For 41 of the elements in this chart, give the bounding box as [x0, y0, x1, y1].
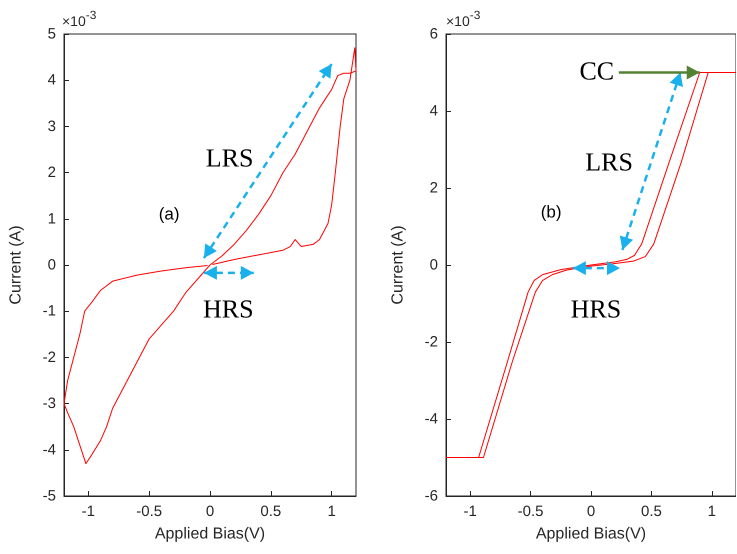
- x-tick-label: 0: [206, 503, 214, 520]
- text: ×10$^{-3}$: [446, 8, 481, 29]
- annotation: CC: [579, 56, 614, 86]
- annotation: (a): [158, 204, 180, 224]
- y-tick-label: 1: [48, 210, 56, 228]
- x-tick-label: -0.5: [136, 503, 162, 520]
- x-tick-label: -1: [463, 503, 477, 520]
- y-tick-label: 3: [48, 118, 56, 135]
- y-tick-label: -6: [424, 488, 438, 504]
- y-tick-label: -5: [42, 488, 56, 504]
- y-tick-label: -3: [42, 395, 56, 412]
- y-tick-label: 2: [48, 164, 56, 182]
- y-tick-label: 0: [430, 256, 438, 274]
- y-tick-label: 4: [430, 102, 438, 120]
- y-tick-label: 6: [430, 26, 438, 42]
- annotation: LRS: [206, 143, 254, 172]
- annotation: (b): [540, 202, 562, 222]
- y-tick-label: 4: [48, 72, 56, 89]
- x-tick-label: 0.5: [260, 503, 282, 520]
- annotation: LRS: [585, 147, 633, 176]
- annotation: HRS: [202, 294, 254, 324]
- x-tick-label: 1: [327, 503, 336, 520]
- y-tick-label: -2: [42, 348, 56, 366]
- y-tick-label: 0: [48, 256, 56, 274]
- y-tick-label: -4: [42, 441, 56, 458]
- y-tick-label: 5: [48, 26, 56, 42]
- x-tick-label: 1: [708, 503, 716, 520]
- text: ×10$^{-3}$: [62, 8, 97, 29]
- x-axis-title: Applied Bias(V): [536, 526, 646, 542]
- x-tick-label: -1: [82, 503, 96, 520]
- y-tick-label: -1: [42, 302, 56, 320]
- y-tick-label: 2: [430, 180, 438, 196]
- y-tick-label: -2: [424, 334, 438, 350]
- x-tick-label: 0.5: [640, 503, 662, 520]
- annotation: HRS: [570, 294, 622, 324]
- y-axis-title: Current (A): [8, 225, 24, 305]
- y-tick-label: -4: [424, 410, 438, 428]
- y-axis-title: Current (A): [390, 225, 406, 305]
- x-tick-label: -0.5: [518, 503, 544, 520]
- x-axis-title: Applied Bias(V): [154, 526, 266, 542]
- x-tick-label: 0: [586, 503, 596, 520]
